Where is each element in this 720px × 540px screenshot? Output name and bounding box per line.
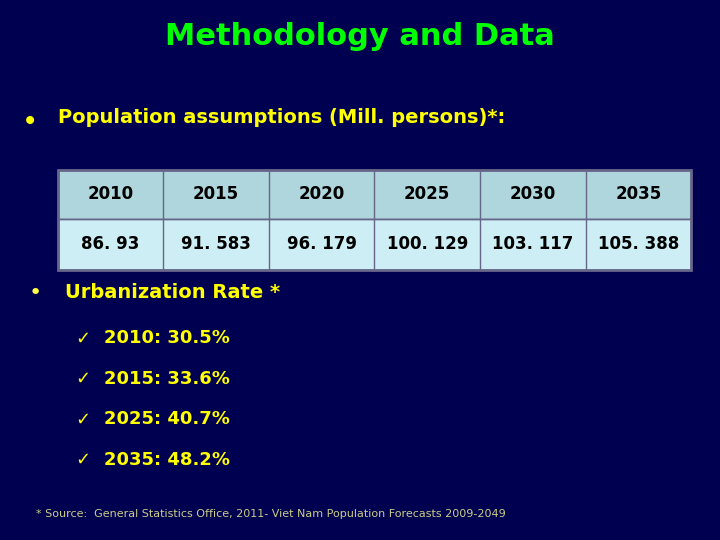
Text: 2025: 2025 [404, 185, 450, 204]
Text: Population assumptions (Mill. persons)*:: Population assumptions (Mill. persons)*: [58, 108, 505, 127]
Text: 96. 179: 96. 179 [287, 235, 356, 253]
Text: 2025: 40.7%: 2025: 40.7% [104, 410, 230, 428]
Text: ✓: ✓ [75, 410, 91, 428]
Text: 91. 583: 91. 583 [181, 235, 251, 253]
Text: 2020: 2020 [299, 185, 345, 204]
Text: 2010: 30.5%: 2010: 30.5% [104, 329, 230, 347]
FancyBboxPatch shape [58, 170, 691, 219]
Text: •: • [22, 108, 38, 136]
Text: 2010: 2010 [87, 185, 133, 204]
Text: 2015: 2015 [193, 185, 239, 204]
Text: ✓: ✓ [75, 451, 91, 469]
FancyBboxPatch shape [58, 219, 691, 270]
Text: 105. 388: 105. 388 [598, 235, 679, 253]
Text: Methodology and Data: Methodology and Data [165, 22, 555, 51]
Text: ✓: ✓ [75, 370, 91, 388]
Text: 2015: 33.6%: 2015: 33.6% [104, 370, 230, 388]
Text: 86. 93: 86. 93 [81, 235, 140, 253]
Text: •: • [29, 284, 42, 303]
Text: ✓: ✓ [75, 329, 91, 347]
Text: 103. 117: 103. 117 [492, 235, 574, 253]
Text: 100. 129: 100. 129 [387, 235, 468, 253]
Text: 2035: 48.2%: 2035: 48.2% [104, 451, 230, 469]
Text: Urbanization Rate *: Urbanization Rate * [65, 284, 280, 302]
Text: 2030: 2030 [510, 185, 556, 204]
Text: * Source:  General Statistics Office, 2011- Viet Nam Population Forecasts 2009-2: * Source: General Statistics Office, 201… [36, 509, 505, 519]
Text: 2035: 2035 [616, 185, 662, 204]
